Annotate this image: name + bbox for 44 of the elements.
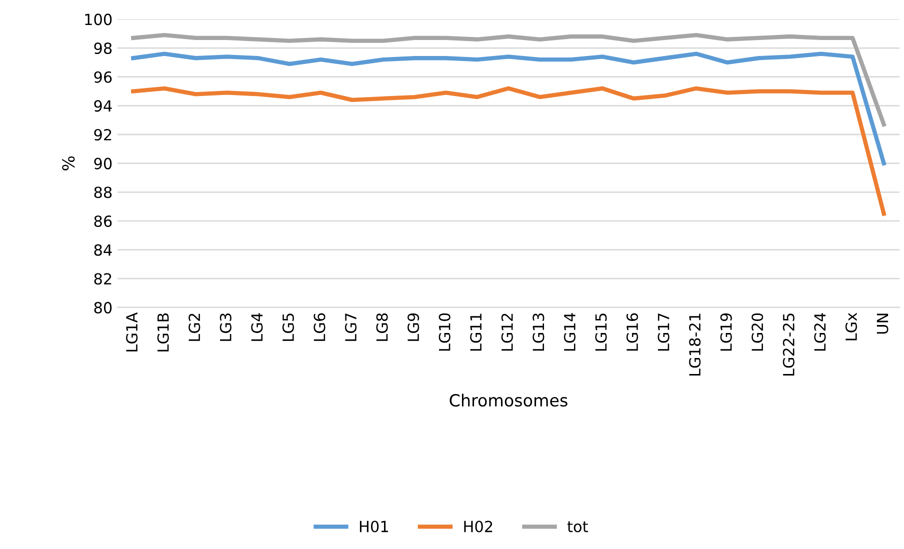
x-tick-label: LG17: [658, 314, 670, 351]
x-tick-label: LG18-21: [689, 314, 701, 376]
x-tick-label: LG14: [564, 313, 576, 351]
x-tick-label: LG13: [532, 314, 544, 351]
x-tick-label: LG15: [595, 314, 607, 351]
line-series: [131, 52, 886, 166]
x-axis-title: Chromosomes: [450, 394, 568, 407]
x-tick-label: LG5: [282, 314, 294, 341]
x-tick-label: LG8: [376, 313, 388, 341]
x-tick-label: UN: [876, 314, 888, 334]
y-tick-label: 100: [85, 14, 112, 26]
y-tick-label: 84: [94, 244, 112, 256]
y-tick-label: 90: [94, 158, 112, 170]
y-tick-label: 92: [94, 128, 112, 141]
x-tick-label: LG3: [220, 314, 232, 341]
x-tick-label: LG4: [251, 313, 263, 341]
legend-label: H01: [360, 520, 388, 532]
x-tick-label: LG12: [501, 314, 513, 351]
y-tick-label: 80: [94, 302, 112, 314]
y-tick-label: 86: [94, 215, 112, 227]
x-tick-label: LGx: [845, 312, 857, 340]
x-tick-label: LG1A: [126, 312, 138, 352]
legend-label: tot: [567, 521, 588, 532]
y-tick-label: 98: [94, 42, 112, 54]
x-tick-label: LG11: [470, 314, 482, 351]
y-tick-label: 82: [94, 273, 112, 285]
x-tick-label: LG16: [626, 313, 638, 351]
line-series: [131, 86, 886, 216]
y-tick-label: 88: [94, 186, 112, 198]
x-tick-label: LG9: [408, 313, 420, 341]
y-axis-title: %: [62, 156, 75, 170]
legend-label: H02: [464, 520, 492, 532]
y-tick-label: 94: [94, 100, 112, 112]
x-tick-label: LG22-25: [782, 314, 794, 376]
x-tick-label: LG7: [344, 314, 357, 341]
x-tick-label: LG19: [720, 313, 732, 351]
x-tick-label: LG1B: [157, 313, 169, 352]
x-tick-label: LG10: [438, 313, 450, 351]
line-series: [131, 32, 886, 126]
y-tick-label: 96: [94, 71, 112, 83]
x-tick-label: LG20: [752, 313, 764, 351]
x-tick-label: LG6: [314, 313, 326, 341]
x-tick-label: LG24: [814, 313, 826, 351]
x-tick-label: LG2: [188, 314, 200, 341]
